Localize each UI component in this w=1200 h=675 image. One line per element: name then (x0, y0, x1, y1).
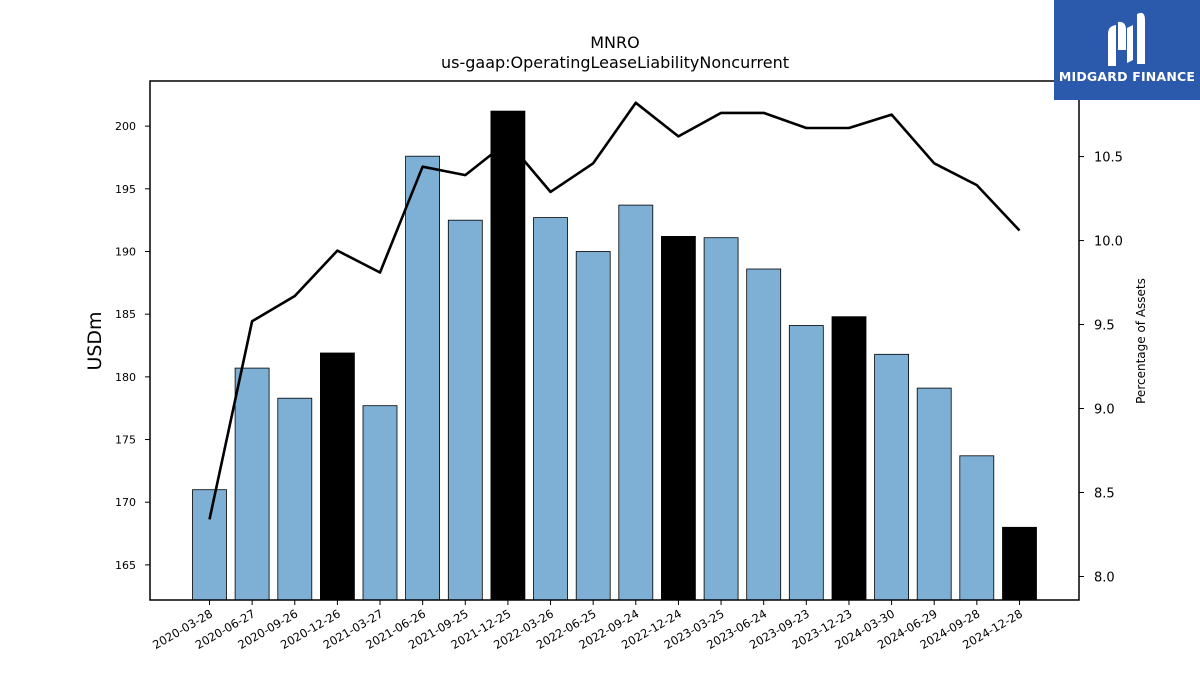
chart-subtitle: us-gaap:OperatingLeaseLiabilityNoncurren… (441, 53, 789, 72)
y-tick-label: 170 (115, 496, 136, 509)
bar-2022-12-24 (661, 235, 696, 601)
bar-2024-06-29 (916, 387, 952, 601)
brand-name: MIDGARD FINANCE (1058, 69, 1196, 84)
bar-2020-03-28 (192, 489, 227, 601)
bar-2023-12-23 (831, 316, 867, 601)
bar-2024-09-28 (959, 455, 995, 601)
brand-logo: MIDGARD FINANCE (1054, 0, 1200, 100)
midgard-logo-icon (1108, 12, 1145, 66)
y2-tick-label: 9.5 (1094, 319, 1115, 334)
y2-tick-label: 9.0 (1094, 403, 1115, 418)
plot-frame (149, 80, 1080, 601)
bar-2021-03-27 (362, 405, 398, 601)
y2-tick-label: 10.5 (1094, 151, 1123, 166)
bar-2021-09-25 (447, 219, 483, 601)
y-tick-label: 165 (115, 559, 136, 572)
bar-2024-12-28 (1002, 526, 1037, 601)
y2-tick-label: 8.5 (1094, 487, 1115, 502)
percentage-line (208, 101, 1021, 520)
y-tick-label: 195 (115, 183, 136, 196)
bar-2022-03-26 (533, 217, 568, 601)
y-tick-label: 190 (115, 245, 136, 258)
bar-2022-09-24 (618, 204, 654, 601)
bar-2023-03-25 (703, 237, 739, 601)
bar-2021-12-25 (490, 110, 526, 601)
y-tick-label: 175 (115, 434, 136, 447)
y2-tick-label: 10.0 (1094, 235, 1123, 250)
y-axis-label: USDm (84, 311, 106, 370)
bar-2020-06-27 (234, 367, 270, 601)
bar-2022-06-25 (575, 251, 611, 601)
y2-tick-label: 8.0 (1094, 570, 1115, 585)
bar-2023-06-24 (746, 268, 782, 601)
bar-2021-06-26 (405, 155, 441, 601)
y-tick-label: 200 (115, 120, 136, 133)
y-tick-label: 185 (115, 308, 136, 321)
y-tick-label: 180 (115, 371, 136, 384)
chart-title: MNRO (590, 33, 639, 52)
bar-2023-09-23 (788, 325, 824, 601)
bar-2024-03-30 (874, 353, 909, 601)
y2-axis-label: Percentage of Assets (1134, 278, 1148, 404)
bar-2020-12-26 (319, 352, 355, 601)
bar-2020-09-26 (277, 397, 313, 601)
